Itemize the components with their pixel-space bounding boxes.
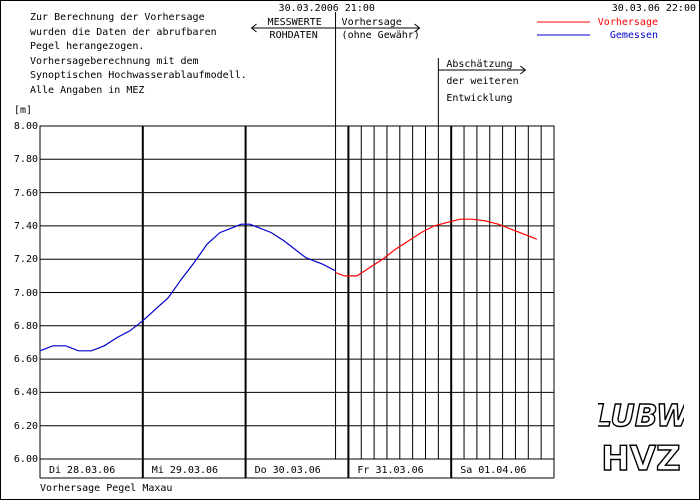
y-tick-label: 6.20 [13,420,38,432]
created-time: 30.03.06 22:00 [611,3,696,14]
day-label: Sa 01.04.06 [460,465,527,476]
note-line: Synoptischen Hochwasserablaufmodell. [30,70,247,81]
note-line: wurden die Daten der abrufbaren [30,26,217,38]
estimate-arrow-head [520,65,527,75]
svg-text:LUBW: LUBW [598,399,684,434]
measured-arrow-head [250,23,257,33]
forecast-time: 30.03.2006 21:00 [278,3,375,14]
chart-caption: Vorhersage Pegel Maxau [40,483,173,494]
y-tick-label: 7.80 [13,154,38,166]
y-tick-label: 6.80 [13,320,38,332]
y-axis-unit: [m] [14,105,33,116]
forecast-label: Vorhersage [341,17,402,28]
day-label: Do 30.03.06 [254,465,321,476]
y-tick-label: 7.60 [13,187,38,199]
day-label: Fr 31.03.06 [357,465,424,476]
no-warranty-label: (ohne Gewähr) [341,30,420,41]
day-label: Di 28.03.06 [49,465,116,476]
y-tick-label: 6.60 [13,354,38,366]
measured-label: MESSWERTE [267,17,322,28]
series-line-gemessen [39,223,336,352]
estimate-line: Abschätzung [446,59,513,70]
y-tick-label: 6.00 [13,454,38,465]
y-tick-label: 7.00 [13,287,38,299]
note-line: Zur Berechnung der Vorhersage [30,12,205,23]
note-line: Pegel herangezogen. [30,41,145,52]
y-tick-label: 6.40 [13,387,38,399]
y-tick-label: 7.40 [13,220,38,232]
legend-forecast-label: Vorhersage [597,17,658,28]
series-line-vorhersage [335,218,538,277]
svg-text:HVZ: HVZ [601,439,680,476]
y-tick-label: 7.20 [13,254,38,266]
hvz-logo: HVZ [598,438,690,476]
raw-data-label: ROHDATEN [269,30,318,41]
lubw-logo: LUBW [598,398,690,434]
estimate-note: Abschätzung der weiteren Entwicklung [446,56,518,107]
estimate-line: der weiteren [446,76,519,87]
legend-measured-label: Gemessen [609,30,658,41]
method-note: Zur Berechnung der Vorhersage wurden die… [30,11,247,98]
y-tick-label: 8.00 [13,121,38,132]
note-line: Alle Angaben in MEZ [30,84,145,96]
day-label: Mi 29.03.06 [151,465,219,476]
estimate-line: Entwicklung [446,93,513,104]
note-line: Vorhersageberechnung mit dem [30,55,199,67]
forecast-arrow-head [414,23,421,33]
